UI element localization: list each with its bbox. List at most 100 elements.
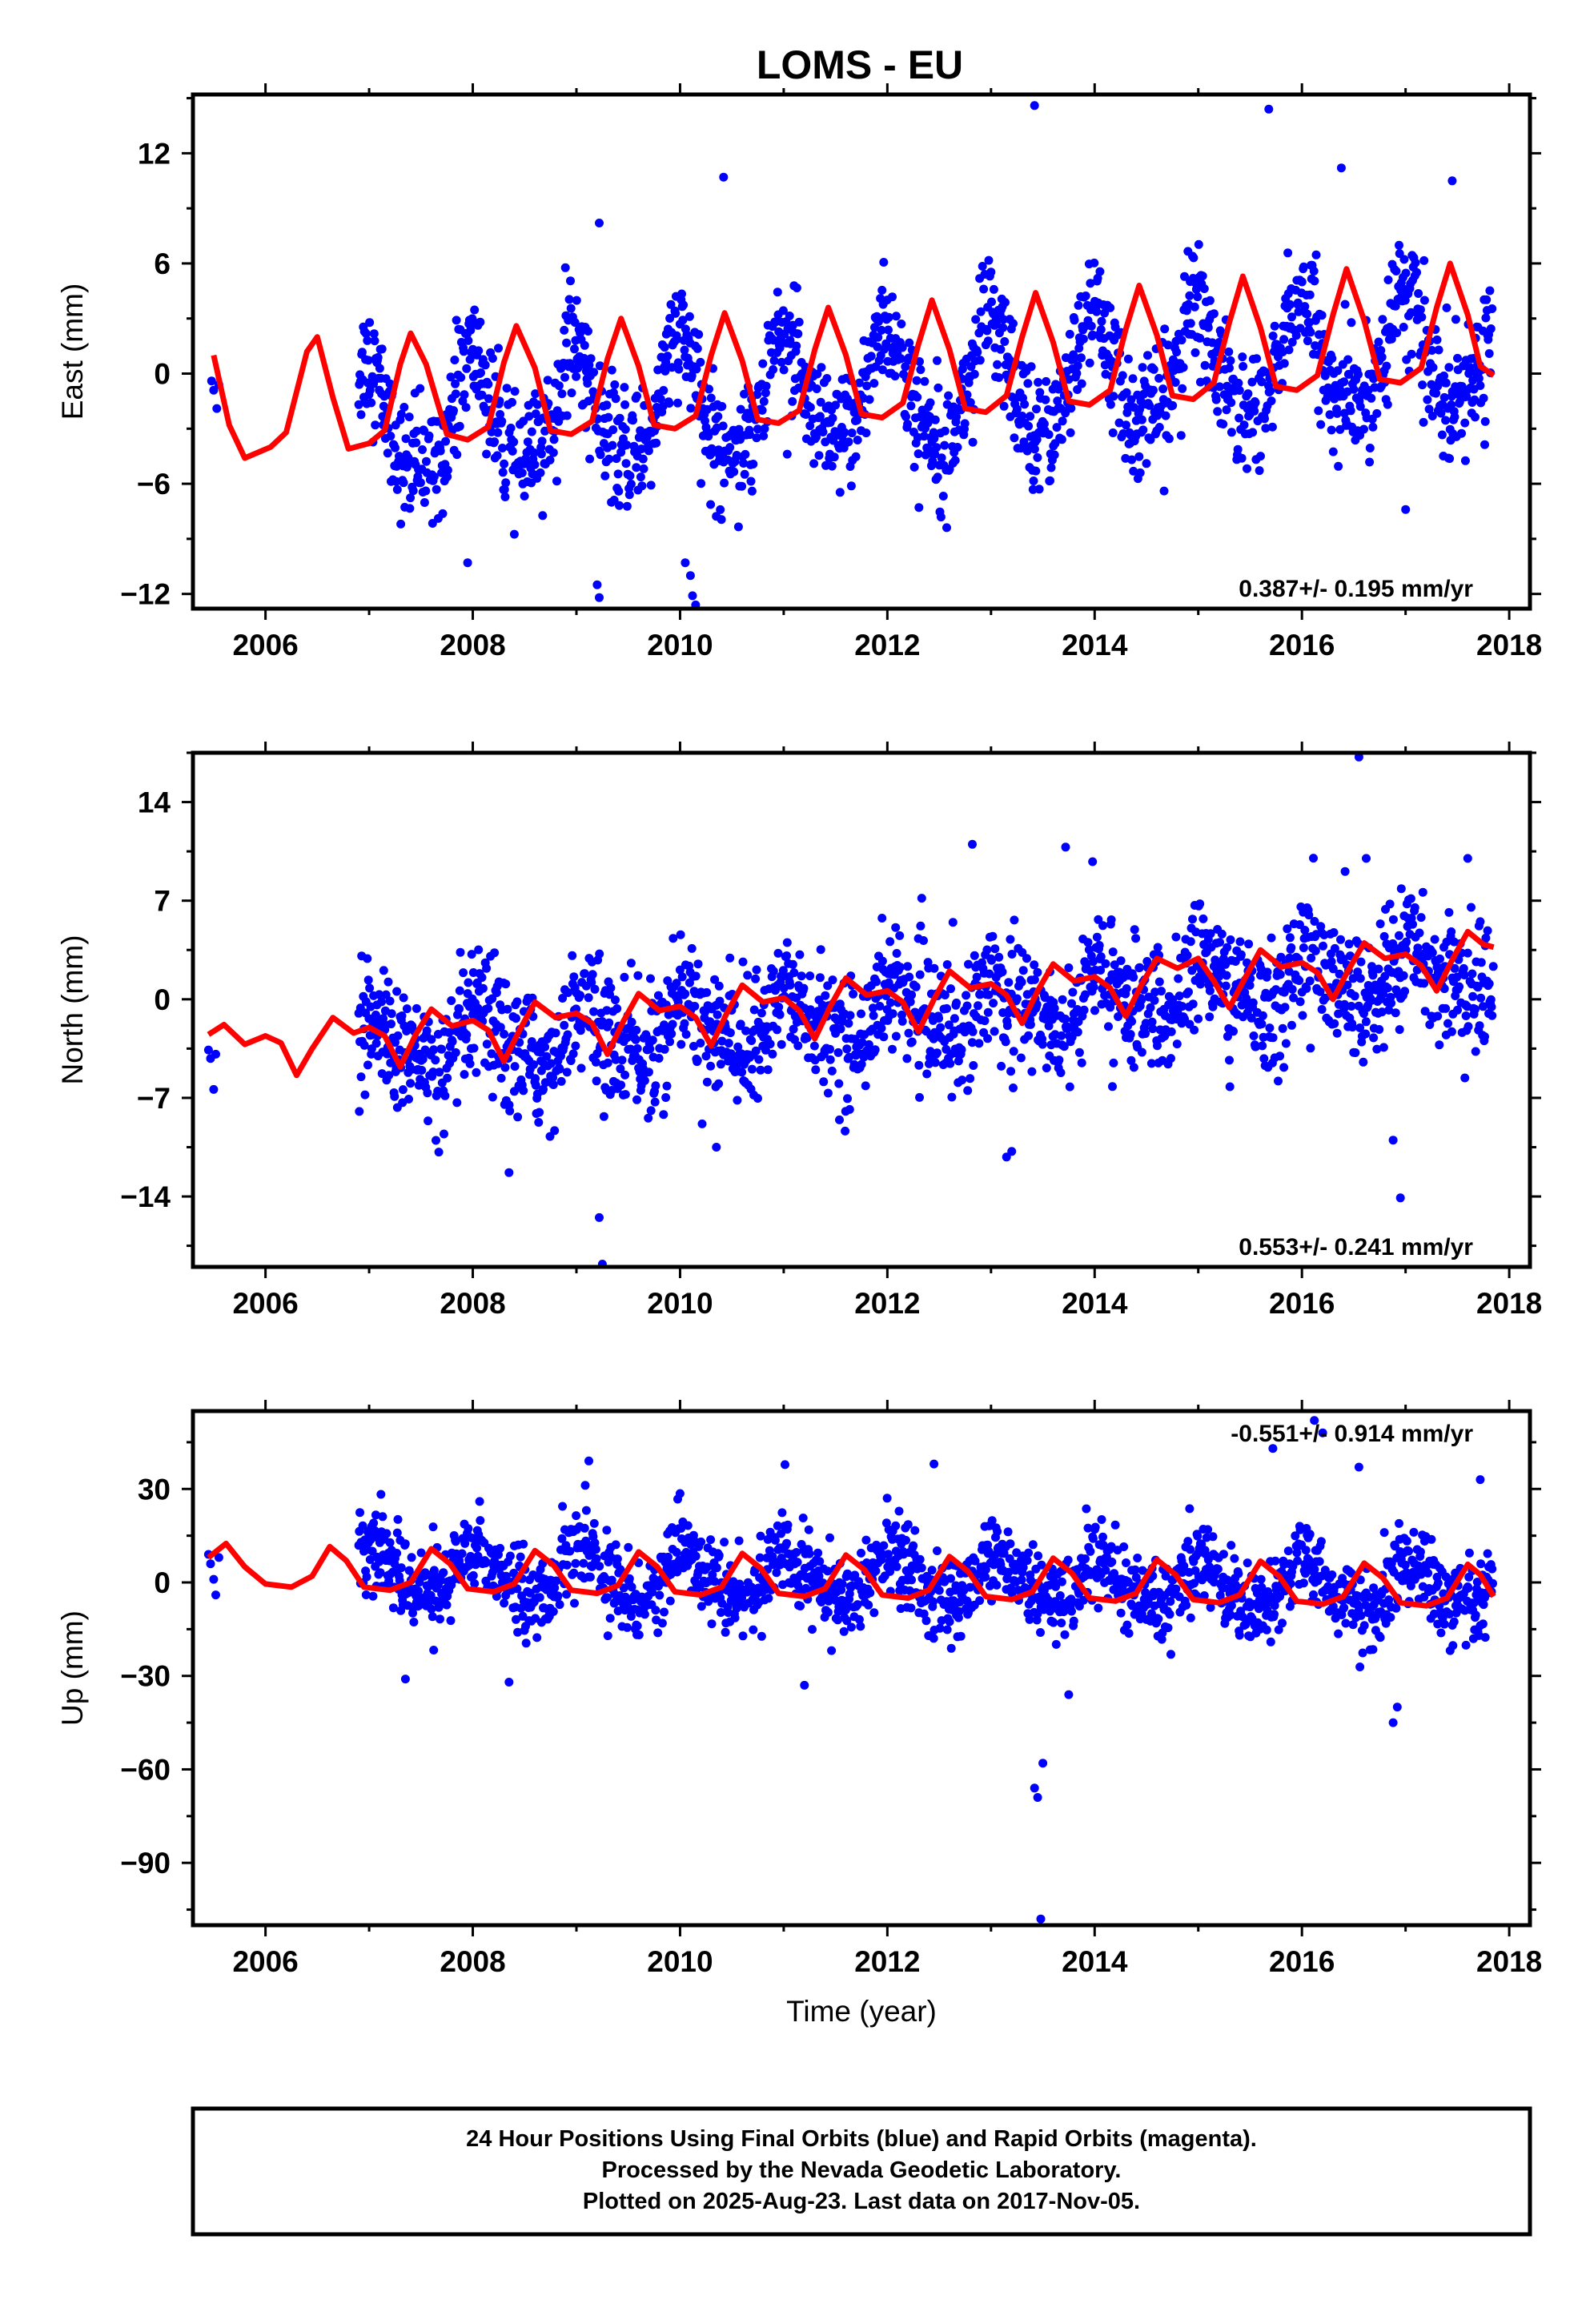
east-data-point — [1431, 388, 1441, 398]
east-data-point — [570, 318, 580, 328]
up-data-point — [1119, 1542, 1129, 1551]
up-data-point — [1124, 1629, 1134, 1638]
east-data-point — [399, 478, 408, 488]
east-data-point — [451, 379, 460, 388]
east-data-point — [1257, 377, 1267, 387]
east-data-point — [835, 488, 845, 497]
up-data-point — [571, 1558, 580, 1568]
east-data-point — [1191, 284, 1201, 294]
north-data-point — [797, 971, 806, 981]
up-data-point — [640, 1610, 649, 1619]
up-data-point — [749, 1625, 758, 1634]
north-data-point — [870, 1045, 880, 1055]
east-data-point — [416, 478, 425, 488]
east-data-point — [982, 326, 992, 336]
north-data-point — [1092, 932, 1102, 942]
up-data-point — [369, 1518, 379, 1528]
north-data-point — [365, 983, 375, 993]
north-data-point — [916, 921, 925, 931]
north-data-point — [211, 1049, 220, 1059]
north-data-point — [1268, 1033, 1278, 1043]
north-data-point — [1002, 1021, 1012, 1031]
north-data-point — [616, 1080, 626, 1090]
east-data-point — [942, 523, 951, 533]
east-y-tick-label: 12 — [138, 137, 171, 170]
east-data-point — [925, 398, 935, 408]
north-data-point — [589, 1007, 599, 1016]
north-data-point — [1287, 984, 1297, 994]
east-data-point — [1145, 400, 1154, 410]
east-data-point — [812, 384, 821, 393]
up-data-point — [409, 1618, 419, 1626]
east-data-point — [989, 284, 998, 294]
east-data-point — [785, 312, 794, 320]
east-data-point — [1108, 428, 1118, 437]
east-data-point — [1154, 423, 1164, 432]
north-x-tick-label: 2012 — [854, 1287, 920, 1320]
east-data-point — [912, 376, 921, 385]
north-data-point — [1263, 967, 1272, 977]
east-data-point — [1050, 450, 1059, 460]
east-data-point — [1096, 325, 1106, 335]
north-data-point — [1174, 974, 1183, 983]
up-data-point — [519, 1539, 528, 1549]
east-data-point — [636, 472, 645, 482]
north-data-point — [1064, 963, 1074, 972]
north-data-point — [1275, 1051, 1285, 1061]
north-data-point — [478, 983, 488, 993]
east-data-point — [404, 412, 414, 422]
north-data-point — [917, 894, 926, 903]
east-data-point — [914, 503, 924, 513]
north-data-point — [774, 1003, 784, 1011]
north-data-point — [363, 954, 372, 963]
east-data-point — [1222, 405, 1231, 415]
north-data-point — [540, 1042, 550, 1051]
east-data-point — [869, 379, 879, 388]
east-data-point — [706, 393, 716, 403]
north-data-point — [437, 1044, 447, 1054]
north-data-point — [646, 1106, 656, 1116]
north-data-point — [747, 1036, 757, 1045]
east-data-point — [761, 388, 770, 398]
up-data-point — [521, 1638, 531, 1648]
east-data-point — [498, 444, 507, 452]
east-data-point — [532, 400, 542, 409]
north-data-point — [1030, 975, 1039, 984]
east-data-point — [1471, 412, 1480, 422]
east-data-point — [1176, 431, 1186, 440]
north-data-point — [934, 1014, 944, 1023]
north-data-point — [1137, 995, 1146, 1005]
north-data-point — [1104, 1022, 1113, 1031]
north-data-point — [768, 1049, 777, 1059]
north-data-point — [888, 1044, 897, 1054]
north-data-point — [1215, 938, 1224, 947]
north-data-point — [1258, 1011, 1267, 1020]
north-data-point — [1083, 938, 1093, 947]
north-data-point — [560, 1020, 569, 1030]
north-data-point — [1478, 1002, 1488, 1011]
north-data-point — [946, 984, 955, 994]
north-data-point — [1249, 1031, 1259, 1040]
east-data-point — [377, 344, 387, 354]
north-data-point — [1257, 1019, 1267, 1029]
north-data-point — [693, 1055, 702, 1065]
north-data-point — [1188, 999, 1198, 1009]
east-data-point — [1451, 315, 1460, 324]
east-data-point — [680, 345, 689, 355]
east-data-point — [801, 410, 811, 419]
east-data-point — [391, 443, 400, 452]
north-data-point — [496, 1023, 505, 1032]
north-data-point — [1146, 1003, 1155, 1012]
east-data-point — [1264, 104, 1274, 114]
up-data-point — [400, 1539, 410, 1549]
north-data-point — [1077, 1058, 1086, 1068]
east-data-point — [1226, 356, 1235, 365]
north-data-point — [1443, 1019, 1452, 1028]
north-data-point — [1131, 934, 1141, 943]
north-data-point — [1395, 931, 1403, 940]
up-data-point — [1003, 1527, 1013, 1537]
north-data-point — [969, 1061, 978, 1070]
east-data-point — [385, 379, 395, 388]
north-data-point — [785, 980, 795, 990]
north-data-point — [985, 969, 994, 979]
